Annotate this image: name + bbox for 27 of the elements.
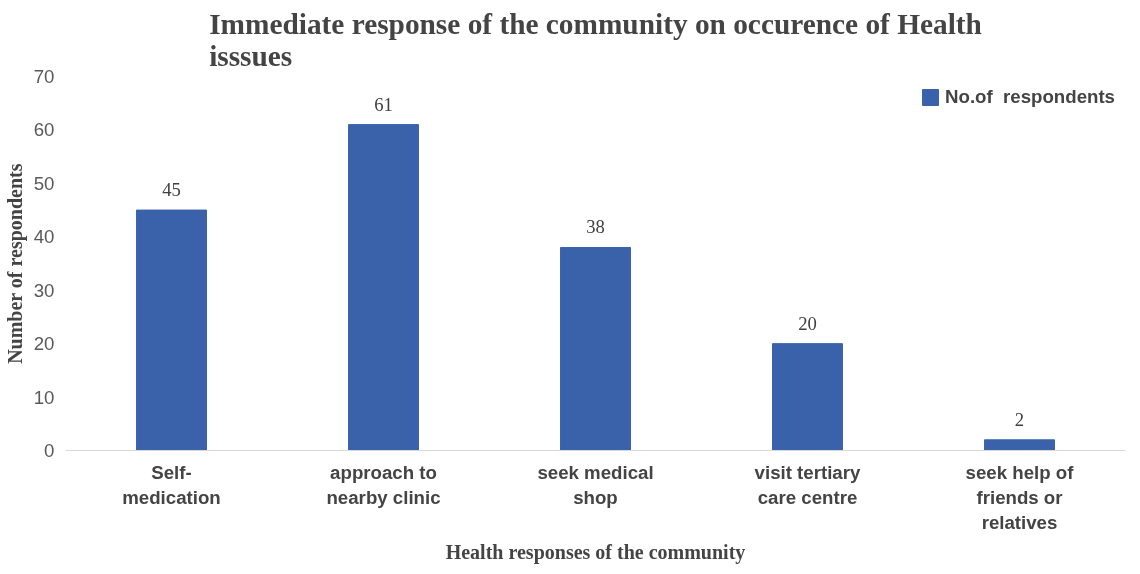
y-tick-label: 50 xyxy=(33,172,55,194)
x-tick-label: seek medical shop xyxy=(537,461,654,508)
data-label: 38 xyxy=(586,216,605,238)
x-tick-label: approach to nearby clinic xyxy=(326,461,441,508)
x-tick-label: Self-medication xyxy=(122,461,221,508)
bar xyxy=(984,439,1055,451)
chart-title: Immediate response of the community on occurence of Health isssues xyxy=(209,7,982,72)
y-tick-label: 70 xyxy=(33,66,55,87)
x-axis-title: Health responses of the community xyxy=(445,540,746,564)
y-tick-label: 20 xyxy=(33,333,55,355)
data-label: 45 xyxy=(162,179,181,201)
y-tick-label: 30 xyxy=(33,279,55,301)
data-label: 2 xyxy=(1014,408,1025,430)
y-tick-label: 60 xyxy=(33,119,55,141)
data-label: 20 xyxy=(798,312,817,334)
y-tick-label: 10 xyxy=(33,386,55,408)
bar xyxy=(136,209,207,451)
x-tick-label: visit tertiary care centre xyxy=(754,461,862,508)
data-label: 61 xyxy=(374,93,393,115)
bar xyxy=(348,124,419,451)
x-tick-label: seek help of friends or relatives xyxy=(965,461,1075,533)
y-axis-title: Number of respondents xyxy=(3,163,27,364)
y-tick-label: 0 xyxy=(44,440,55,461)
legend-label: No.of respondents xyxy=(945,86,1115,108)
bar xyxy=(772,343,843,451)
bar xyxy=(560,246,631,451)
y-tick-label: 40 xyxy=(33,226,55,248)
